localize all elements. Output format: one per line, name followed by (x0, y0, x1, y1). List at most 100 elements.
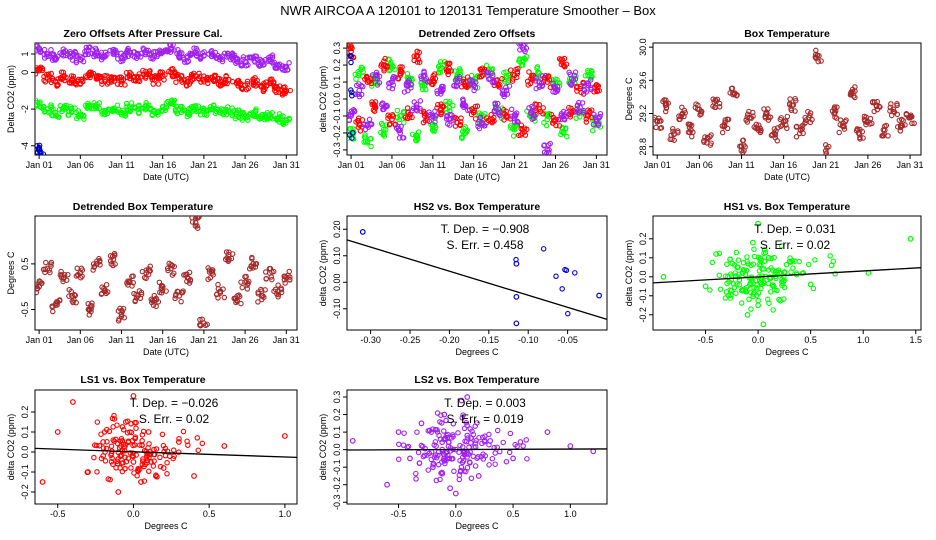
ls1-vs-box-red-point (144, 460, 150, 466)
zero-offsets-green-point (182, 107, 188, 113)
detrended-zero-offsets-purple-point (566, 69, 572, 76)
zero-offsets-purple-point (164, 47, 170, 53)
detrended-box-temperature-y-tick-label: 0.5 (20, 258, 30, 271)
box-temperature-y-tick-label: 29.2 (638, 105, 648, 123)
zero-offsets-green-point (203, 112, 210, 118)
ls1-vs-box-red-point (125, 438, 132, 444)
hs1-vs-box-fit-line (652, 267, 922, 284)
detrended-zero-offsets-green-point (483, 62, 490, 69)
ls2-vs-box-purple-point (524, 456, 530, 462)
ls2-vs-box-purple-point (439, 459, 445, 465)
detrended-zero-offsets-red-point (514, 70, 521, 77)
zero-offsets-red-point (82, 73, 89, 79)
ls1-vs-box-red-point (153, 446, 160, 452)
ls1-vs-box-y-label: delta CO2 (ppm) (6, 414, 16, 481)
hs1-vs-box-green-point (776, 296, 783, 303)
detrended-box-temperature-brown-point (149, 299, 155, 306)
zero-offsets-red-point (233, 80, 240, 87)
zero-offsets-red-point (45, 71, 52, 77)
hs1-vs-box-green-point (739, 270, 746, 276)
detrended-zero-offsets-green-point (447, 99, 453, 105)
detrended-zero-offsets-red-point (559, 56, 565, 63)
detrended-zero-offsets-purple-point (489, 79, 496, 86)
zero-offsets-purple-point (272, 65, 278, 71)
zero-offsets-purple-point (44, 53, 50, 60)
box-temperature-brown-point (737, 143, 743, 149)
box-temperature-brown-point (863, 114, 869, 120)
ls2-vs-box-purple-point (500, 439, 506, 446)
ls2-vs-box-purple-point (433, 454, 440, 461)
detrended-zero-offsets-green-point (451, 68, 458, 74)
ls1-vs-box-red-point (113, 436, 119, 443)
detrended-zero-offsets-purple-point (512, 119, 518, 125)
hs2-vs-box-x-tick-label: -0.20 (439, 335, 460, 345)
hs1-vs-box-green-point (768, 289, 774, 295)
box-temperature-brown-point (899, 116, 905, 123)
hs1-vs-box-green-point (713, 251, 719, 257)
hs1-vs-box-green-point (750, 293, 756, 300)
hs1-vs-box-green-point (765, 254, 772, 261)
detrended-zero-offsets-red-point (387, 121, 393, 127)
detrended-box-temperature-x-tick-label: Jan 21 (190, 335, 217, 345)
zero-offsets-red-point (146, 70, 153, 76)
zero-offsets-purple-point (189, 50, 196, 57)
box-temperature-brown-point (761, 106, 767, 112)
zero-offsets-red-point (50, 77, 56, 84)
ls2-vs-box-x-tick-label: -0.5 (391, 509, 407, 519)
zero-offsets-red-point (136, 78, 143, 85)
ls1-vs-box-red-point (175, 439, 182, 445)
hs1-vs-box-y-tick-label: 0.1 (638, 252, 648, 265)
box-temperature-brown-point (857, 126, 863, 133)
ls2-vs-box-purple-point (486, 431, 492, 438)
detrended-box-temperature-brown-point (104, 289, 111, 295)
zero-offsets-purple-point (261, 61, 267, 68)
ls2-vs-box-purple-point (544, 429, 551, 435)
zero-offsets-x-tick-label: Jan 06 (67, 160, 94, 170)
zero-offsets-green-point (200, 107, 206, 114)
detrended-box-temperature-brown-point (70, 299, 76, 306)
detrended-zero-offsets-y-label: delta CO2 (ppm) (318, 66, 328, 133)
ls1-vs-box-red-point (105, 476, 112, 482)
ls2-vs-box-purple-point (590, 448, 597, 455)
detrended-zero-offsets-blue-point (349, 89, 355, 96)
detrended-box-temperature-brown-point (58, 268, 64, 275)
zero-offsets-purple-point (177, 49, 183, 56)
detrended-zero-offsets-purple-point (438, 91, 444, 97)
ls2-vs-box-purple-point (436, 432, 442, 439)
zero-offsets-purple-point (35, 43, 41, 49)
ls2-vs-box-purple-point (455, 430, 461, 436)
ls1-vs-box-red-point (176, 435, 182, 442)
zero-offsets-green-point (172, 108, 179, 114)
detrended-zero-offsets-red-point (518, 132, 524, 138)
detrended-zero-offsets-green-point (347, 125, 353, 132)
detrended-zero-offsets-red-point (368, 80, 375, 87)
ls2-vs-box-purple-point (418, 420, 425, 427)
ls2-vs-box-purple-point (407, 455, 413, 462)
detrended-box-temperature-brown-point (165, 267, 171, 274)
detrended-box-temperature-brown-point (259, 296, 265, 303)
detrended-box-temperature-brown-point (269, 276, 275, 283)
detrended-zero-offsets-green-point (457, 67, 463, 74)
detrended-box-temperature-brown-point (278, 286, 285, 293)
zero-offsets-y-tick-label: -4 (20, 142, 30, 150)
detrended-zero-offsets-y-tick-label: 0.0 (332, 93, 342, 106)
hs1-vs-box-green-point (768, 255, 774, 262)
zero-offsets-green-point (85, 103, 91, 110)
detrended-box-temperature-brown-point (48, 263, 54, 269)
ls1-vs-box-x-label: Degrees C (144, 521, 188, 531)
detrended-zero-offsets-red-point (364, 75, 370, 81)
ls1-vs-box-y-tick-label: -0.1 (20, 464, 30, 480)
ls1-vs-box-red-point (143, 448, 149, 455)
zero-offsets-red-point (268, 79, 274, 86)
ls1-vs-box-red-point (144, 457, 151, 464)
zero-offsets-green-point (110, 107, 117, 113)
detrended-box-temperature-brown-point (262, 287, 268, 293)
ls1-vs-box-red-point (185, 442, 191, 448)
detrended-zero-offsets-red-point (414, 59, 421, 65)
hs1-vs-box-green-point (735, 257, 742, 263)
hs1-vs-box-green-point (772, 269, 779, 275)
detrended-zero-offsets-purple-point (418, 75, 425, 82)
detrended-box-temperature-brown-point (282, 273, 288, 280)
ls2-vs-box-purple-point (424, 452, 430, 458)
detrended-zero-offsets-purple-point (490, 72, 496, 79)
